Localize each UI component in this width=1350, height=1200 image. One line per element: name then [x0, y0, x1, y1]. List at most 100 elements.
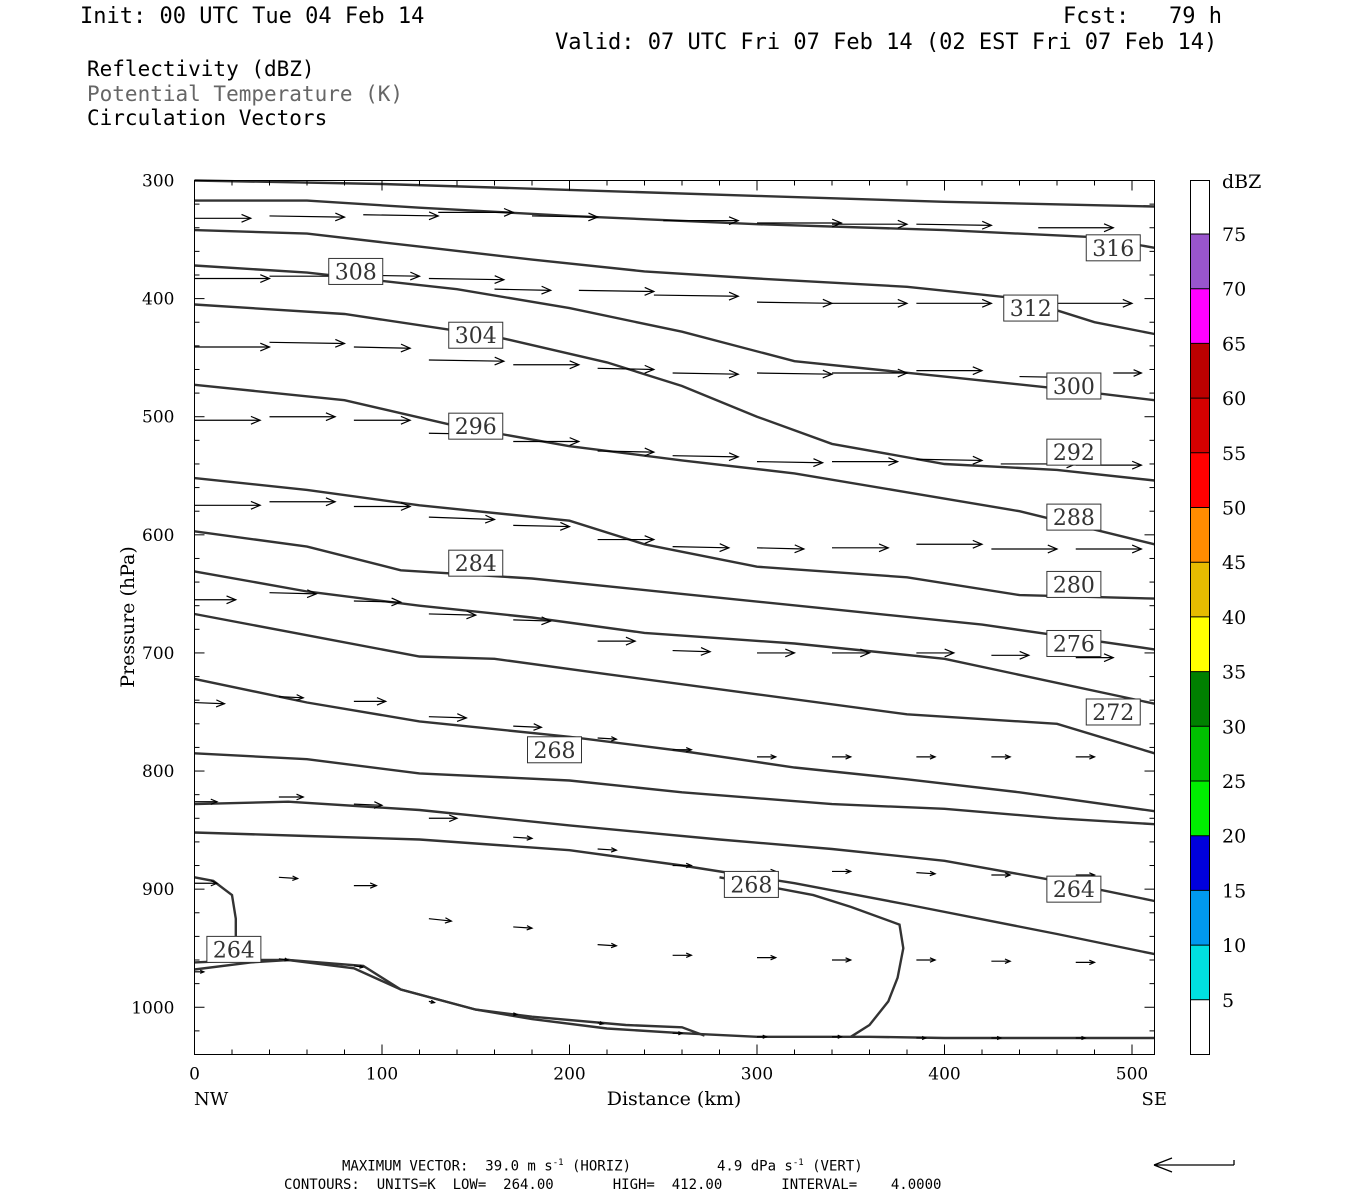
theta-contour-280 [194, 612, 1155, 755]
circulation-vector [757, 754, 778, 760]
legend-circulation-vectors: Circulation Vectors [87, 106, 328, 130]
contour-label-box [1046, 629, 1102, 657]
circulation-vector [832, 754, 853, 760]
circulation-vector [494, 285, 553, 295]
contour-label-288: 288 [1053, 506, 1095, 531]
circulation-vector [663, 216, 740, 226]
contour-label-296: 296 [455, 415, 497, 440]
contour-label-264: 264 [1053, 878, 1095, 903]
y-tick-label: 400 [142, 290, 174, 310]
circulation-vector [194, 415, 262, 425]
contour-label-box [1046, 438, 1102, 466]
circulation-vector [513, 723, 543, 731]
circulation-vector [428, 814, 459, 823]
colorbar-band [1190, 726, 1210, 781]
theta-contour-304 [194, 264, 1155, 402]
colorbar-band [1190, 781, 1210, 836]
y-tick-label: 700 [142, 644, 174, 664]
contour-label-box [1046, 503, 1102, 531]
circulation-vector [428, 999, 437, 1004]
contour-label-280: 280 [1053, 573, 1095, 598]
contour-label-268: 268 [534, 739, 576, 764]
colorbar-tick-label: 50 [1222, 498, 1246, 520]
horiz-unit-exponent: -1 [552, 1158, 564, 1168]
colorbar-tick-label: 35 [1222, 662, 1246, 684]
x-axis-label: Distance (km) [607, 1088, 742, 1110]
forecast-hour: Fcst: 79 h [1063, 4, 1222, 29]
contour-label-box [206, 935, 262, 963]
colorbar-tick-label: 5 [1222, 990, 1234, 1012]
circulation-vector [1057, 298, 1134, 308]
contour-label-272: 272 [1092, 701, 1134, 726]
circulation-vector [278, 793, 305, 801]
theta-contour-288 [194, 530, 1155, 651]
y-axis-label: Pressure (hPa) [117, 546, 139, 688]
contour-label-box [527, 736, 582, 764]
colorbar-tick-label: 75 [1222, 224, 1246, 246]
theta-contour-264 [194, 958, 705, 1037]
circulation-vector [194, 274, 272, 283]
colorbar-tick-label: 45 [1222, 552, 1246, 574]
circulation-vector [1038, 223, 1115, 233]
circulation-vector [832, 368, 909, 378]
x-left-end-label: NW [194, 1089, 229, 1110]
x-right-end-label: SE [1142, 1089, 1167, 1110]
circulation-vector [832, 543, 890, 553]
circulation-vector [513, 1012, 519, 1017]
contour-label-box [448, 549, 504, 577]
theta-contour-316 [194, 179, 1155, 208]
circulation-vector [428, 610, 478, 620]
contour-label-box [1085, 234, 1141, 262]
x-tick-label: 100 [366, 1065, 398, 1085]
y-tick-label: 900 [142, 880, 174, 900]
contour-label-box [1046, 372, 1102, 400]
colorbar-band [1190, 288, 1210, 344]
circulation-vector [757, 1034, 768, 1039]
circulation-vector [916, 220, 993, 230]
contour-label-304: 304 [455, 324, 497, 349]
circulation-vector [578, 286, 656, 296]
circulation-vector [672, 862, 693, 869]
max-vector-vert-value: 4.9 dPa s [717, 1158, 793, 1175]
circulation-vector [991, 650, 1031, 660]
x-tick-label: 400 [928, 1065, 960, 1085]
colorbar-band [1190, 945, 1210, 1000]
colorbar-band [1190, 507, 1210, 563]
circulation-vector [428, 917, 453, 924]
init-time: Init: 00 UTC Tue 04 Feb 14 [80, 4, 425, 29]
circulation-vector [916, 455, 984, 465]
circulation-vector [916, 870, 937, 877]
colorbar-frame [1190, 180, 1210, 1055]
circulation-vector [672, 647, 712, 656]
theta-contour-300 [194, 303, 1155, 482]
circulation-vector [832, 457, 900, 467]
colorbar-tick-label: 40 [1222, 607, 1246, 629]
colorbar-tick-label: 25 [1222, 771, 1246, 793]
circulation-vector [991, 544, 1059, 554]
colorbar-tick-label: 20 [1222, 826, 1246, 848]
axis-layer: 300 400 500 600 700 800 900 1000 0 100 200 300 400 50… [131, 172, 1155, 1085]
contour-label-264: 264 [213, 938, 255, 963]
circulation-vector [269, 497, 337, 507]
circulation-vector [916, 648, 956, 658]
legend-potential-temperature: Potential Temperature (K) [87, 82, 404, 106]
circulation-vector [597, 447, 656, 457]
circulation-vector [1075, 754, 1097, 760]
colorbar-tick-label: 15 [1222, 880, 1246, 902]
x-tick-label: 500 [1116, 1065, 1148, 1085]
circulation-vector [1075, 653, 1115, 663]
colorbar-tick-label: 70 [1222, 279, 1246, 301]
max-vector-horiz-value: MAXIMUM VECTOR: 39.0 m s [342, 1158, 553, 1175]
circulation-vector [832, 957, 853, 963]
circulation-vector [353, 882, 378, 889]
circulation-vector [916, 957, 937, 963]
circulation-vector [832, 219, 909, 229]
vector-layer [194, 207, 1143, 1041]
circulation-vector [1075, 1035, 1087, 1041]
circulation-vector [353, 343, 412, 353]
circulation-vector [363, 211, 440, 221]
circulation-vector [194, 969, 206, 974]
colorbar-label: dBZ [1222, 171, 1261, 193]
contour-label-box [448, 321, 504, 349]
contour-label-box [1046, 570, 1102, 598]
